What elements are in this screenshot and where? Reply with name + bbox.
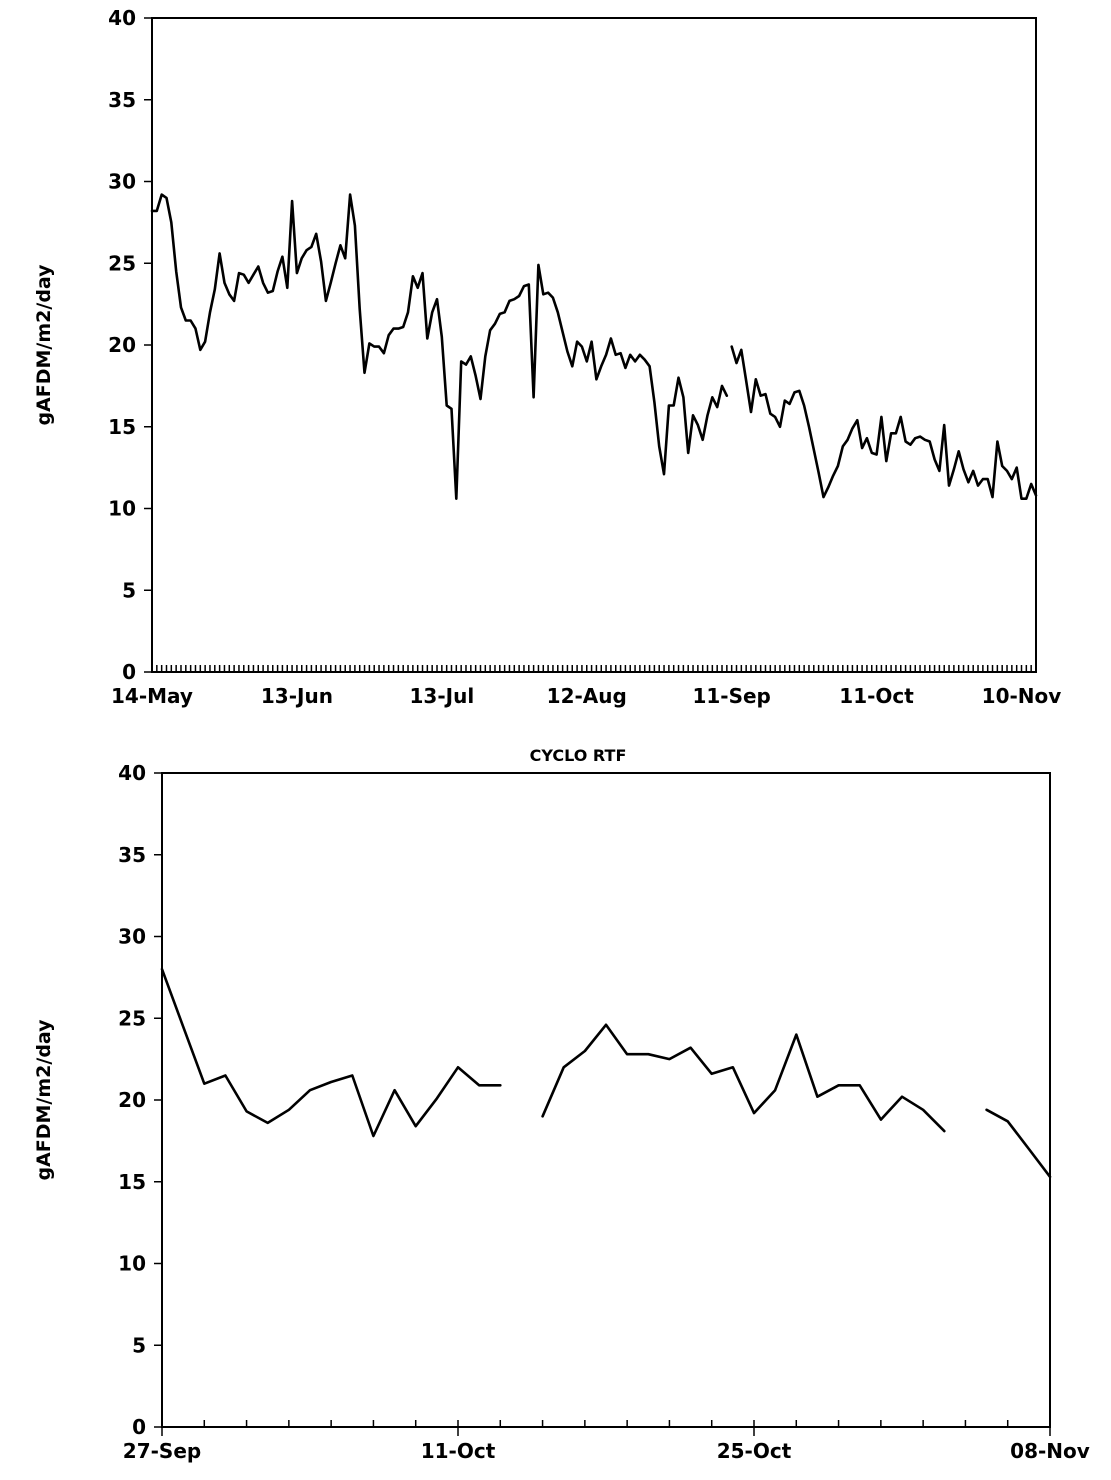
series-line: [541, 1023, 946, 1133]
y-tick-label: 35: [108, 88, 136, 112]
x-tick-label: 13-Jul: [410, 684, 475, 708]
series-line: [160, 967, 502, 1138]
y-tick-label: 15: [118, 1170, 146, 1194]
y-tick-label: 10: [108, 497, 136, 521]
x-tick-label: 08-Nov: [1010, 1439, 1090, 1463]
x-tick-label: 27-Sep: [123, 1439, 201, 1463]
y-tick-label: 40: [108, 6, 136, 30]
y-tick-label: 20: [108, 333, 136, 357]
x-tick-label: 13-Jun: [261, 684, 333, 708]
x-tick-label: 11-Oct: [839, 684, 914, 708]
y-tick-label: 0: [132, 1415, 146, 1439]
plot-frame: [151, 17, 1037, 673]
y-axis-label: gAFDM/m2/day: [33, 264, 55, 426]
chart-top: gAFDM/m2/day 0 5 10 15 20 25 30 35 40 14-May 13-Ju…: [33, 6, 1061, 708]
y-tick-label: 0: [122, 660, 136, 684]
series-line: [985, 1108, 1052, 1179]
series-line: [730, 345, 1038, 501]
y-tick-label: 10: [118, 1252, 146, 1276]
x-tick-label: 12-Aug: [547, 684, 627, 708]
y-tick-label: 5: [132, 1333, 146, 1357]
y-tick-label: 40: [118, 761, 146, 785]
series-line: [150, 193, 729, 501]
y-tick-label: 5: [122, 578, 136, 602]
plot-frame: [161, 772, 1051, 1428]
y-tick-label: 15: [108, 415, 136, 439]
x-tick-label: 11-Oct: [421, 1439, 496, 1463]
y-tick-label: 25: [108, 251, 136, 275]
y-tick-label: 20: [118, 1088, 146, 1112]
y-tick-label: 30: [108, 170, 136, 194]
x-tick-label: 14-May: [111, 684, 193, 708]
y-axis-label: gAFDM/m2/day: [33, 1019, 55, 1181]
y-tick-label: 35: [118, 843, 146, 867]
x-tick-label: 11-Sep: [692, 684, 770, 708]
y-tick-label: 30: [118, 925, 146, 949]
y-tick-label: 25: [118, 1006, 146, 1030]
chart-bottom: CYCLO RTF gAFDM/m2/day 0 5 10 15 20 25 30 35 40 2…: [33, 746, 1090, 1463]
chart-title: CYCLO RTF: [530, 746, 627, 765]
x-tick-label: 25-Oct: [717, 1439, 792, 1463]
x-tick-label: 10-Nov: [982, 684, 1062, 708]
